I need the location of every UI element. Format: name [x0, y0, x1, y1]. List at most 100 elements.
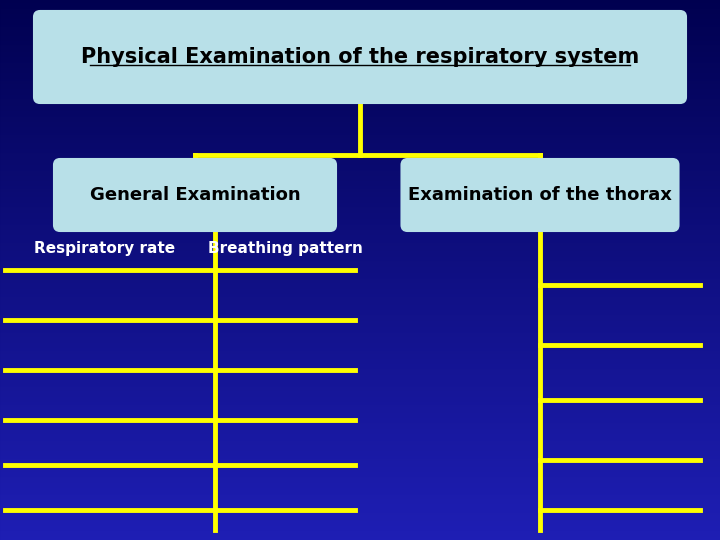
Bar [0, 111, 720, 112]
Bar [0, 385, 720, 386]
Bar [0, 277, 720, 278]
Bar [0, 84, 720, 85]
Bar [0, 38, 720, 39]
Bar [0, 517, 720, 518]
Bar [0, 26, 720, 27]
Bar [0, 487, 720, 488]
Bar [0, 427, 720, 428]
Bar [0, 27, 720, 28]
Bar [0, 532, 720, 533]
Bar [0, 206, 720, 207]
Bar [0, 349, 720, 350]
Bar [0, 66, 720, 67]
Bar [0, 361, 720, 362]
Bar [0, 375, 720, 376]
Bar [0, 445, 720, 446]
Bar [0, 410, 720, 411]
Bar [0, 161, 720, 162]
Bar [0, 215, 720, 216]
Bar [0, 30, 720, 31]
Bar [0, 295, 720, 296]
Bar [0, 299, 720, 300]
Bar [0, 479, 720, 480]
Bar [0, 51, 720, 52]
Bar [0, 222, 720, 223]
Bar [0, 202, 720, 203]
Bar [0, 5, 720, 6]
Bar [0, 179, 720, 180]
Bar [0, 65, 720, 66]
Bar [0, 156, 720, 157]
Bar [0, 250, 720, 251]
Bar [0, 324, 720, 325]
Bar [0, 208, 720, 209]
Bar [0, 490, 720, 491]
Bar [0, 52, 720, 53]
Bar [0, 180, 720, 181]
Bar [0, 368, 720, 369]
Bar [0, 265, 720, 266]
Bar [0, 302, 720, 303]
Bar [0, 190, 720, 191]
Bar [0, 59, 720, 60]
Bar [0, 267, 720, 268]
Bar [0, 363, 720, 364]
Bar [0, 224, 720, 225]
Bar [0, 144, 720, 145]
Bar [0, 13, 720, 14]
Bar [0, 346, 720, 347]
Bar [0, 98, 720, 99]
Bar [0, 126, 720, 127]
Bar [0, 514, 720, 515]
Bar [0, 289, 720, 290]
FancyBboxPatch shape [402, 159, 678, 231]
Bar [0, 475, 720, 476]
Bar [0, 428, 720, 429]
Bar [0, 135, 720, 136]
Bar [0, 145, 720, 146]
Bar [0, 459, 720, 460]
FancyBboxPatch shape [34, 11, 686, 103]
Bar [0, 287, 720, 288]
Bar [0, 509, 720, 510]
Bar [0, 86, 720, 87]
Bar [0, 499, 720, 500]
Bar [0, 182, 720, 183]
Bar [0, 212, 720, 213]
Bar [0, 6, 720, 7]
Bar [0, 255, 720, 256]
Bar [0, 524, 720, 525]
Bar [0, 23, 720, 24]
Bar [0, 62, 720, 63]
Bar [0, 69, 720, 70]
Bar [0, 141, 720, 142]
Bar [0, 210, 720, 211]
Bar [0, 253, 720, 254]
Bar [0, 16, 720, 17]
Bar [0, 316, 720, 317]
Bar [0, 203, 720, 204]
Bar [0, 169, 720, 170]
Bar [0, 192, 720, 193]
Bar [0, 140, 720, 141]
FancyBboxPatch shape [54, 159, 336, 231]
Bar [0, 384, 720, 385]
Bar [0, 482, 720, 483]
Bar [0, 296, 720, 297]
Bar [0, 234, 720, 235]
Bar [0, 352, 720, 353]
Bar [0, 405, 720, 406]
Bar [0, 435, 720, 436]
Bar [0, 268, 720, 269]
Bar [0, 48, 720, 49]
Bar [0, 193, 720, 194]
Bar [0, 228, 720, 229]
Bar [0, 223, 720, 224]
Bar [0, 467, 720, 468]
Bar [0, 276, 720, 277]
Bar [0, 29, 720, 30]
Bar [0, 399, 720, 400]
Bar [0, 379, 720, 380]
Bar [0, 115, 720, 116]
Bar [0, 489, 720, 490]
